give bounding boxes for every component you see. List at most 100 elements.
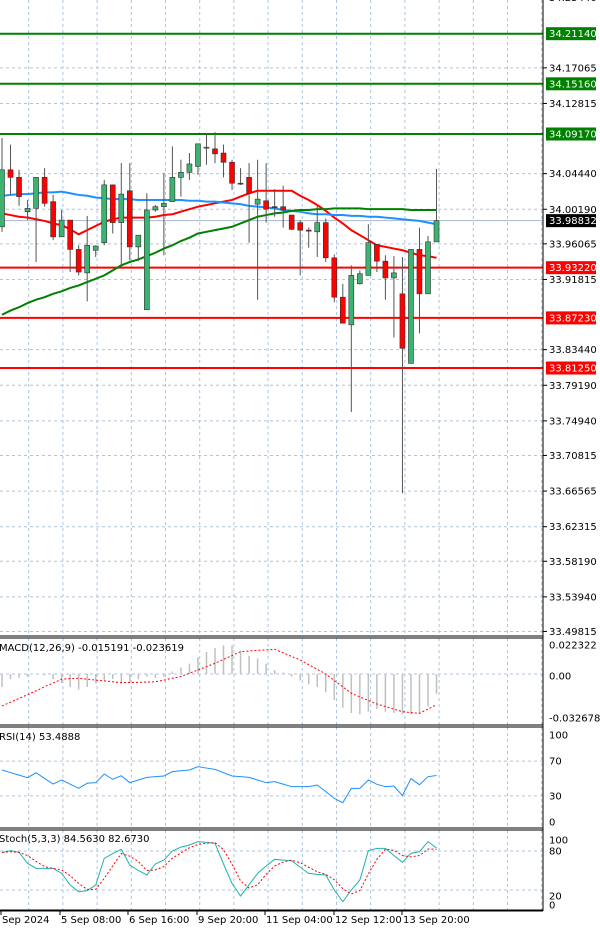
candle-up <box>144 209 150 311</box>
candle-down <box>127 190 133 248</box>
candle-up <box>365 242 372 276</box>
candle-up <box>178 172 184 178</box>
stoch-tick-label: 100 <box>549 836 568 847</box>
price-tick-label: 33.58190 <box>549 557 597 568</box>
price-tick-label: 33.66565 <box>549 487 597 498</box>
price-tick-label: 33.96065 <box>549 239 597 250</box>
candle-up <box>101 184 108 244</box>
candle-up <box>254 198 261 205</box>
stoch-panel <box>1 840 437 903</box>
candle-up <box>84 244 90 274</box>
stoch-tick-label: 20 <box>549 892 562 903</box>
level-label-bg <box>546 27 596 41</box>
price-tick-label: 34.04440 <box>549 169 597 180</box>
price-tick-label: 34.25440 <box>549 0 597 4</box>
candle-down <box>416 249 423 295</box>
level-label-bg <box>546 127 596 141</box>
price-tick-label: 33.62315 <box>549 522 597 533</box>
candle-up <box>425 241 431 295</box>
level-label: 34.15160 <box>549 79 597 90</box>
level-label: 33.93220 <box>549 263 597 274</box>
candle-up <box>203 146 210 149</box>
level-label: 34.21140 <box>549 29 597 40</box>
time-tick-label: 11 Sep 04:00 <box>266 915 333 926</box>
candle-down <box>288 214 295 230</box>
price-tick-label: 33.49815 <box>549 627 597 638</box>
moving-average-line <box>1 190 437 226</box>
moving-average-line <box>1 207 437 316</box>
price-tick-label: 33.74940 <box>549 416 597 427</box>
stoch-signal-line <box>1 842 437 895</box>
candle-up <box>357 273 363 285</box>
candle-up <box>152 206 159 211</box>
candle-down <box>75 249 82 273</box>
price-tick-label: 33.53940 <box>549 592 597 603</box>
level-label: 33.87230 <box>549 313 597 324</box>
candle-down <box>67 219 73 250</box>
candle-down <box>374 244 380 262</box>
candle-up <box>391 272 397 279</box>
level-label-bg <box>546 311 596 325</box>
candle-down <box>382 260 389 279</box>
candle-down <box>331 257 338 298</box>
level-label-bg <box>546 361 596 375</box>
macd-signal-line <box>1 648 437 714</box>
rsi-tick-label: 30 <box>549 791 562 802</box>
candle-down <box>280 206 286 211</box>
current-price-label: 33.98832 <box>549 216 597 227</box>
candle-up <box>24 208 31 212</box>
level-label-bg <box>546 261 596 275</box>
candle-down <box>399 293 406 349</box>
moving-average-line <box>1 189 437 259</box>
price-tick-label: 33.83440 <box>549 345 597 356</box>
price-tick-label: 33.79190 <box>549 381 597 392</box>
time-tick-label: 12 Sep 12:00 <box>335 915 402 926</box>
candle-down <box>220 152 227 163</box>
time-tick-label: Sep 2024 <box>2 915 49 926</box>
candle-down <box>263 200 269 210</box>
candle-up <box>135 234 142 248</box>
candle-up <box>118 193 125 223</box>
current-price-bg <box>546 214 596 228</box>
horizontal-levels <box>0 32 543 370</box>
candle-down <box>322 222 329 259</box>
stoch-tick-label: 80 <box>549 847 562 858</box>
candle-down <box>229 161 235 184</box>
time-tick-label: 5 Sep 08:00 <box>61 915 121 926</box>
candle-down <box>305 229 312 232</box>
time-tick-label: 13 Sep 20:00 <box>403 915 470 926</box>
rsi-tick-label: 70 <box>549 757 562 768</box>
stoch-main-line <box>1 840 437 903</box>
candle-up <box>195 143 201 167</box>
rsi-tick-label: 0 <box>549 818 555 829</box>
macd-panel <box>1 645 438 715</box>
candle-up <box>169 177 176 202</box>
candle-up <box>408 249 414 364</box>
price-tick-label: 34.12815 <box>549 99 597 110</box>
price-axis: 34.25440 34.17065 34.12815 34.04440 34.00190… <box>543 0 600 912</box>
candle-down <box>246 177 252 194</box>
stoch-tick-label: 0 <box>549 901 555 912</box>
candle-up <box>92 245 99 251</box>
candle-up <box>0 169 5 228</box>
stoch-title: Stoch(5,3,3) 84.5630 82.6730 <box>0 834 150 845</box>
macd-tick-label: 0.00 <box>549 672 571 683</box>
candle-up <box>161 203 167 207</box>
time-tick-label: 6 Sep 16:00 <box>129 915 189 926</box>
time-axis: Sep 2024 5 Sep 08:00 6 Sep 16:00 9 Sep 20:0… <box>0 911 470 926</box>
candle-down <box>212 148 218 155</box>
candles <box>0 132 440 494</box>
candle-down <box>7 169 14 178</box>
grid <box>0 0 543 910</box>
macd-title: MACD(12,26,9) -0.015191 -0.023619 <box>0 643 184 654</box>
candle-down <box>50 201 56 238</box>
candle-down <box>339 296 346 324</box>
price-tick-label: 34.00190 <box>549 205 597 216</box>
price-tick-label: 34.17065 <box>549 63 597 74</box>
candle-up <box>186 163 193 173</box>
macd-tick-label: 0.022322 <box>549 641 597 652</box>
price-tick-label: 33.91815 <box>549 275 597 286</box>
moving-averages <box>1 189 437 316</box>
candle-down <box>109 184 116 223</box>
